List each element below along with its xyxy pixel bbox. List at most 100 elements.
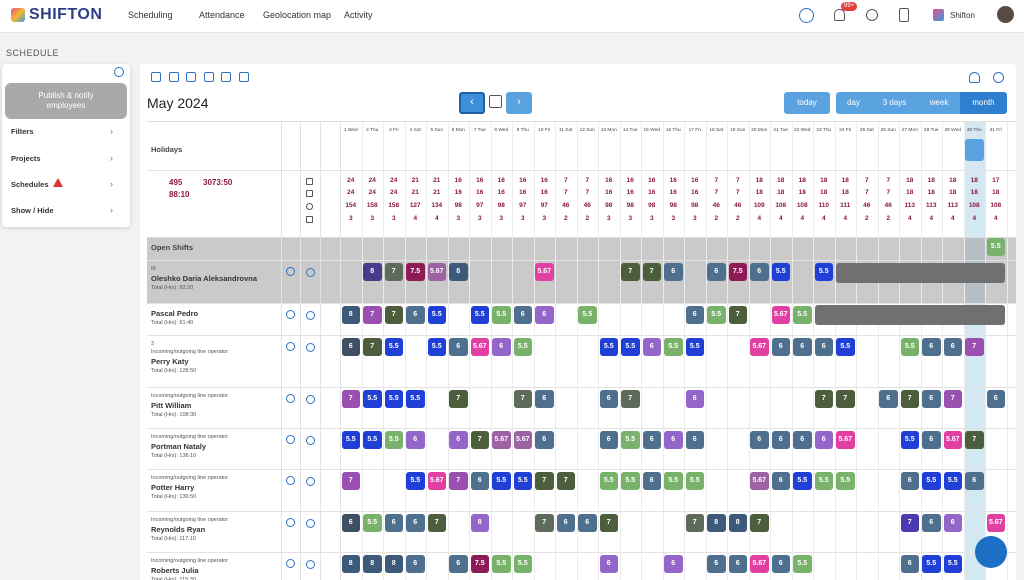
shift[interactable]: 6 xyxy=(341,514,360,532)
shift[interactable]: 7 xyxy=(900,390,919,408)
shift[interactable]: 7 xyxy=(556,472,575,490)
shift[interactable]: 7 xyxy=(449,472,468,490)
shift[interactable]: 5.5 xyxy=(664,472,683,490)
shift[interactable]: 7 xyxy=(470,431,489,449)
shift[interactable]: 8 xyxy=(341,306,360,324)
info-icon[interactable] xyxy=(306,519,315,528)
add-shift-icon[interactable] xyxy=(286,394,295,403)
shift[interactable]: 5.67 xyxy=(750,472,769,490)
today-button[interactable]: today xyxy=(784,92,830,114)
shift[interactable]: 6 xyxy=(943,514,962,532)
prev-button[interactable]: ‹ xyxy=(459,92,485,114)
shift[interactable]: 5.5 xyxy=(900,338,919,356)
shift[interactable]: 5.5 xyxy=(943,472,962,490)
shift[interactable]: 5.5 xyxy=(771,263,790,281)
shift[interactable]: 5.5 xyxy=(492,472,511,490)
shift[interactable]: 7.5 xyxy=(470,555,489,573)
sidebar-item[interactable]: Filters xyxy=(11,127,34,136)
shift[interactable]: 6 xyxy=(578,514,597,532)
shift[interactable]: 6 xyxy=(771,431,790,449)
shift[interactable]: 6 xyxy=(384,514,403,532)
shift[interactable]: 5.5 xyxy=(470,306,489,324)
shift[interactable]: 5.67 xyxy=(750,555,769,573)
nav-item[interactable]: Activity xyxy=(344,10,373,20)
shift[interactable]: 5.5 xyxy=(621,338,640,356)
shift[interactable]: 6 xyxy=(814,338,833,356)
shift[interactable]: 5.5 xyxy=(513,472,532,490)
shift[interactable]: 5.5 xyxy=(943,555,962,573)
shift[interactable]: 6 xyxy=(900,472,919,490)
shift[interactable]: 6 xyxy=(814,431,833,449)
shift[interactable]: 5.5 xyxy=(363,390,382,408)
shift[interactable]: 6 xyxy=(750,263,769,281)
nav-item[interactable]: Attendance xyxy=(199,10,245,20)
shift[interactable]: 6 xyxy=(771,555,790,573)
shift[interactable]: 5.5 xyxy=(836,338,855,356)
shift[interactable]: 6 xyxy=(341,338,360,356)
shift[interactable]: 6 xyxy=(535,431,554,449)
shift[interactable]: 7 xyxy=(363,306,382,324)
shift[interactable]: 6 xyxy=(449,338,468,356)
shift[interactable]: 8 xyxy=(449,263,468,281)
shift[interactable]: 5.5 xyxy=(578,306,597,324)
shift[interactable]: 5.5 xyxy=(922,555,941,573)
help-icon[interactable] xyxy=(799,8,814,23)
shift[interactable]: 6 xyxy=(470,472,489,490)
bell-icon[interactable] xyxy=(834,9,845,21)
shift[interactable]: 6 xyxy=(535,306,554,324)
shift[interactable]: 6 xyxy=(922,431,941,449)
employee-name[interactable]: Perry Katy xyxy=(151,357,189,366)
shift[interactable]: 5.67 xyxy=(836,431,855,449)
shift[interactable]: 5.67 xyxy=(535,263,554,281)
shift[interactable]: 6 xyxy=(707,263,726,281)
info-icon[interactable] xyxy=(306,395,315,404)
shift[interactable]: 6 xyxy=(599,431,618,449)
shift[interactable]: 5.5 xyxy=(427,306,446,324)
next-button[interactable]: › xyxy=(506,92,532,114)
shift[interactable]: 7 xyxy=(728,306,747,324)
shift[interactable]: 6 xyxy=(492,338,511,356)
shift[interactable]: 5.5 xyxy=(384,390,403,408)
shift[interactable]: 6 xyxy=(965,472,984,490)
shift[interactable]: 8 xyxy=(470,514,489,532)
shift[interactable]: 7 xyxy=(621,263,640,281)
shift[interactable]: 6 xyxy=(449,431,468,449)
shift[interactable]: 5.5 xyxy=(621,472,640,490)
shift[interactable]: 6 xyxy=(664,263,683,281)
employee-name[interactable]: Pascal Pedro xyxy=(151,309,199,318)
shift[interactable]: 6 xyxy=(922,390,941,408)
shift[interactable]: 5.5 xyxy=(793,306,812,324)
collapse-button[interactable] xyxy=(114,67,124,77)
employee-name[interactable]: Pitt William xyxy=(151,401,192,410)
shift[interactable]: 7 xyxy=(535,472,554,490)
shift[interactable]: 5.5 xyxy=(384,431,403,449)
shift[interactable]: 7.5 xyxy=(728,263,747,281)
shift[interactable]: 5.5 xyxy=(406,390,425,408)
shift[interactable]: 6 xyxy=(685,390,704,408)
shift[interactable]: 7 xyxy=(943,390,962,408)
add-shift-icon[interactable] xyxy=(286,267,295,276)
shift[interactable]: 5.5 xyxy=(707,306,726,324)
sidebar-item[interactable]: Schedules xyxy=(11,180,49,189)
shift[interactable]: 8 xyxy=(363,555,382,573)
people-icon[interactable] xyxy=(969,72,980,83)
add-shift-icon[interactable] xyxy=(286,342,295,351)
info-icon[interactable] xyxy=(306,560,315,569)
tool-icon[interactable] xyxy=(168,72,179,82)
shift[interactable]: 5.5 xyxy=(406,472,425,490)
employee-name[interactable]: Reynolds Ryan xyxy=(151,525,206,534)
shift[interactable]: 6 xyxy=(642,472,661,490)
shift[interactable]: 7 xyxy=(599,514,618,532)
shift[interactable]: 6 xyxy=(535,390,554,408)
shift[interactable]: 5.5 xyxy=(513,338,532,356)
shift[interactable]: 6 xyxy=(685,306,704,324)
shift[interactable]: 7 xyxy=(427,514,446,532)
clipboard-icon[interactable] xyxy=(899,8,909,22)
shift[interactable]: 7 xyxy=(384,263,403,281)
shift[interactable]: 7 xyxy=(535,514,554,532)
shift[interactable]: 7 xyxy=(621,390,640,408)
info-icon[interactable] xyxy=(306,311,315,320)
shift[interactable]: 7 xyxy=(642,263,661,281)
employee-name[interactable]: Potter Harry xyxy=(151,483,195,492)
shift[interactable]: 5.5 xyxy=(599,472,618,490)
